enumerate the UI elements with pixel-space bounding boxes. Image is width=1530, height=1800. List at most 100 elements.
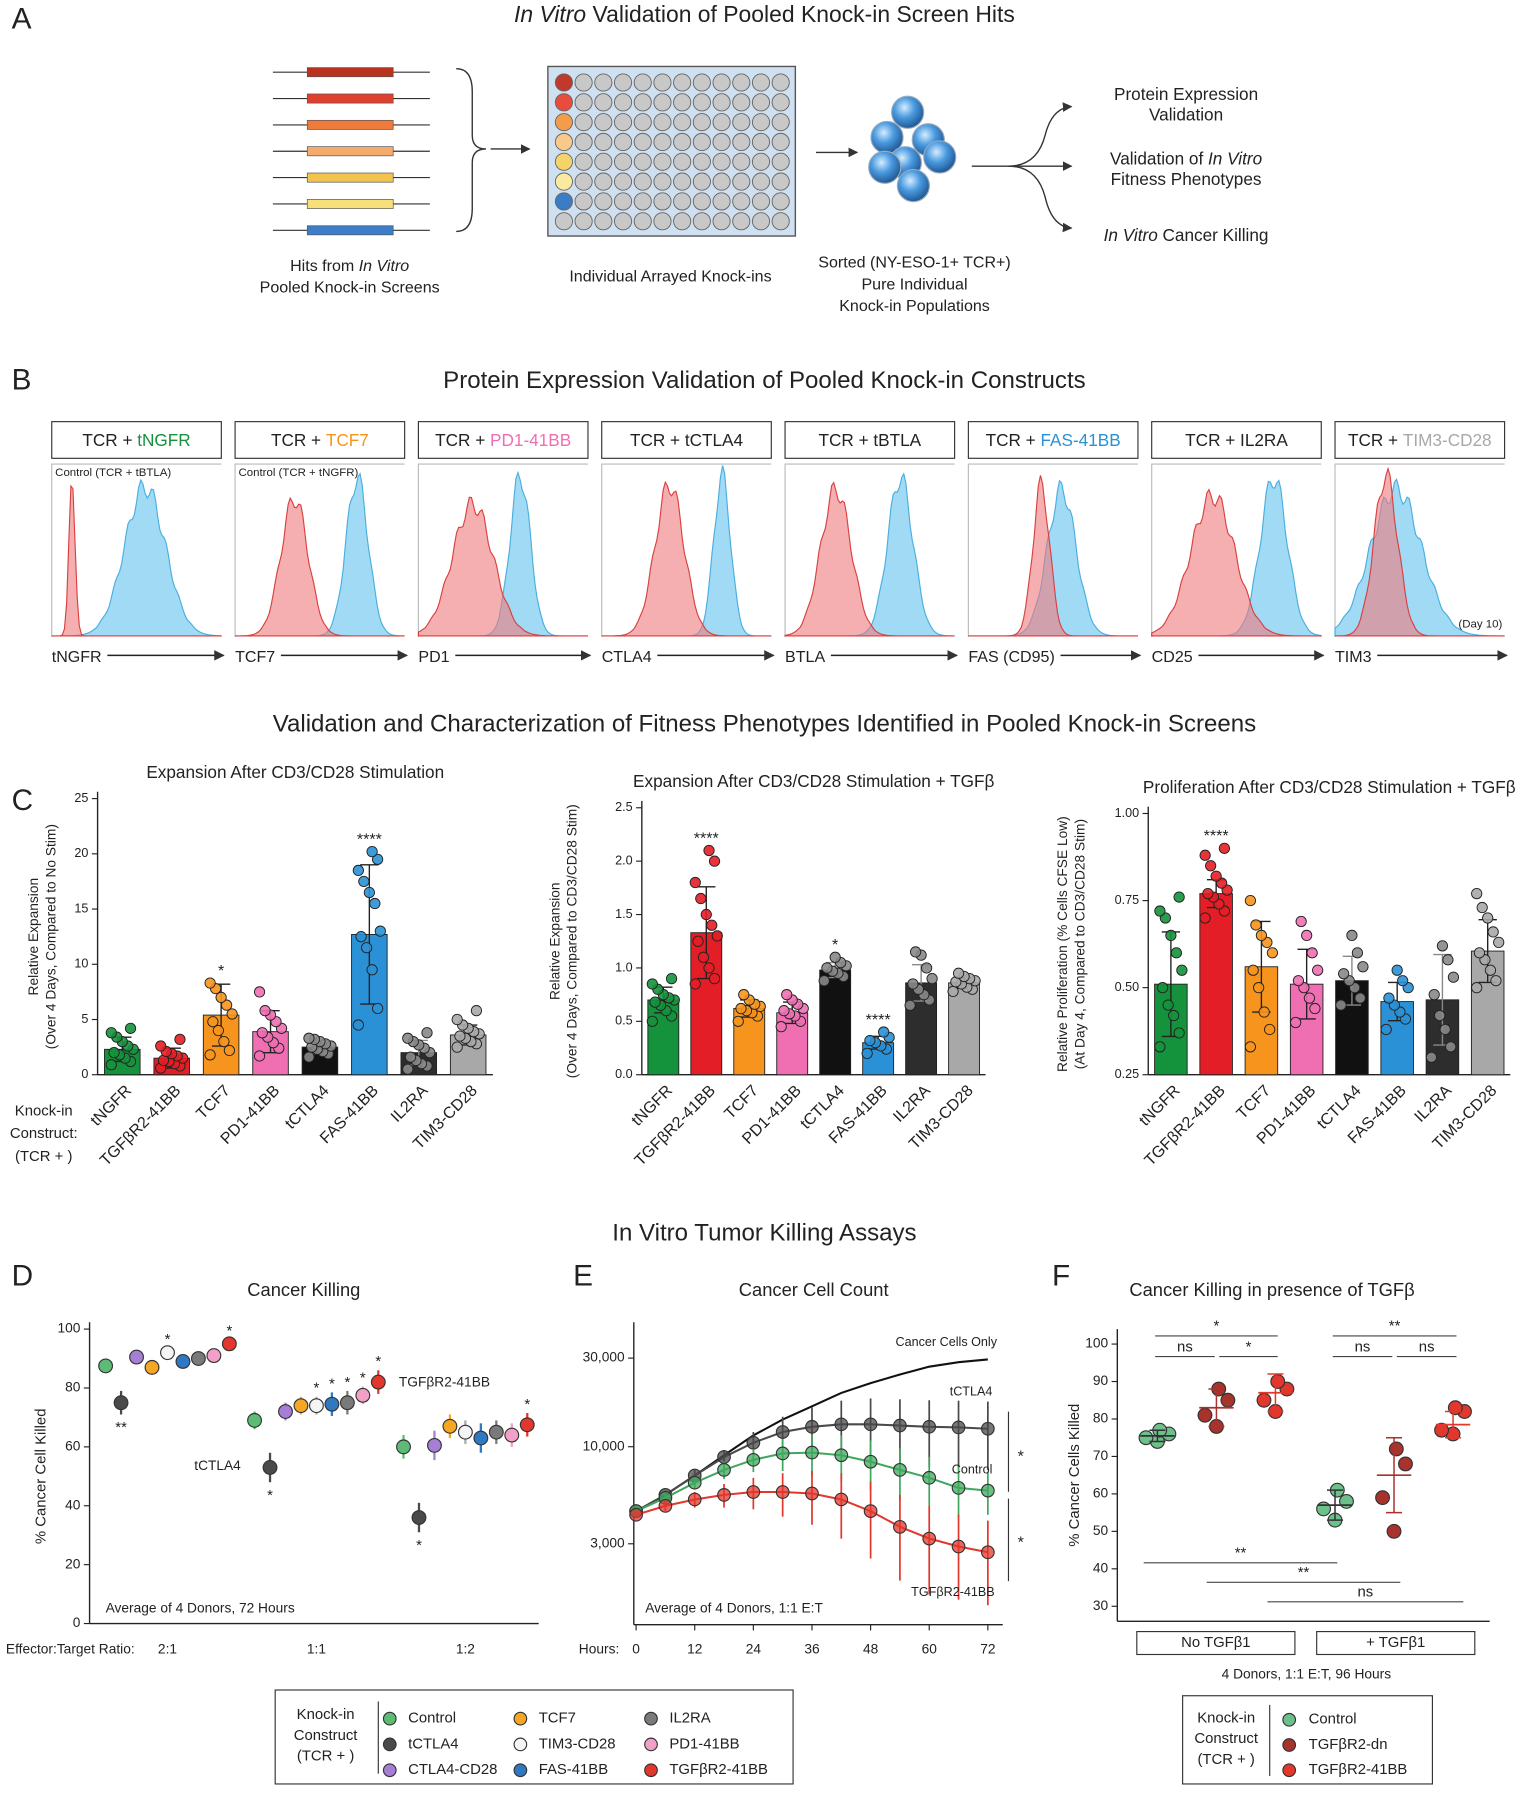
data-point [708, 855, 721, 867]
well [732, 152, 751, 171]
legend-label: IL2RA [669, 1711, 710, 1727]
data-point [98, 1358, 114, 1374]
well [653, 152, 672, 171]
y-tick-label: 5 [81, 1012, 88, 1026]
outcome-label-part: Validation [1149, 104, 1223, 124]
legend-marker [513, 1711, 528, 1726]
well [653, 113, 672, 132]
well [751, 192, 771, 211]
x-axis-label: Effector:Target Ratio: [6, 1642, 135, 1657]
x-tick-label: TCF7 [1233, 1082, 1274, 1123]
data-point [1199, 912, 1211, 924]
y-tick-label: 10,000 [583, 1438, 625, 1453]
well [633, 113, 652, 132]
well [673, 152, 692, 171]
data-point [864, 1034, 876, 1047]
y-tick-label: 0.0 [615, 1067, 633, 1081]
data-point [926, 973, 938, 985]
x-tick-label: + TGFβ1 [1366, 1635, 1425, 1651]
well [653, 172, 672, 191]
frame [784, 463, 955, 638]
sorted-label-part: Sorted (NY-ESO-1+ TCR+) [818, 254, 1010, 272]
data-point [1338, 968, 1350, 980]
well [594, 73, 613, 92]
data-point [922, 1419, 937, 1434]
y-tick-label: 0.75 [1115, 893, 1140, 907]
data-point [980, 1483, 995, 1498]
data-point [363, 886, 375, 899]
data-point [1490, 975, 1502, 987]
panel-header-part: TCR + tCTLA4 [630, 430, 744, 450]
legend-marker [1282, 1763, 1297, 1778]
series-label: Control [952, 1462, 993, 1476]
data-point [303, 1051, 315, 1063]
data-point [259, 1005, 271, 1017]
comparison-label: ns [1177, 1339, 1193, 1355]
data-point [262, 1460, 278, 1475]
panel-header: TCR + tBTLA [819, 430, 922, 450]
data-point [207, 1016, 219, 1028]
annotation: * [1018, 1448, 1024, 1466]
significance: * [416, 1538, 422, 1554]
data-point [1316, 1501, 1332, 1517]
well [633, 93, 652, 112]
data-point [1290, 1016, 1302, 1029]
construct-gene [306, 119, 394, 130]
error-bar [1149, 1429, 1166, 1443]
hits-label: Pooled Knock-in Screens [260, 279, 440, 297]
y-tick-label: 0 [81, 1067, 88, 1081]
well [554, 132, 573, 152]
data-point [1247, 964, 1259, 976]
data-point [451, 1041, 463, 1053]
significance: **** [1204, 827, 1229, 845]
well [771, 212, 790, 231]
well [613, 192, 633, 211]
cell [891, 95, 925, 129]
y-axis-label: (Over 4 Days, Compared to CD3/CD28 Stim) [565, 804, 580, 1078]
data-point [1244, 1041, 1257, 1053]
well [692, 172, 711, 191]
well [692, 113, 711, 132]
legend-label: TIM3-CD28 [539, 1736, 616, 1752]
data-point [775, 1485, 790, 1499]
y-tick-label: 0.50 [1115, 980, 1140, 994]
data-point [426, 1437, 442, 1453]
significance: * [344, 1375, 350, 1391]
sorted-label: Sorted (NY-ESO-1+ TCR+) [818, 254, 1010, 272]
panel-header-part: tNGFR [137, 430, 190, 450]
annotation: tCTLA4 [194, 1458, 241, 1473]
well [633, 172, 652, 191]
data-point [366, 964, 378, 976]
data-point [355, 931, 367, 943]
footnote: 4 Donors, 1:1 E:T, 96 Hours [1222, 1667, 1392, 1682]
well [613, 113, 633, 132]
hits-label-part: Pooled Knock-in Screens [260, 279, 440, 297]
data-point [805, 1486, 819, 1501]
well [673, 172, 692, 191]
well [633, 192, 652, 211]
construct-gene [306, 146, 394, 157]
data-point [863, 1504, 878, 1518]
axis-label: tNGFR [52, 648, 102, 666]
data-point [174, 1033, 186, 1045]
arrow [1008, 102, 1073, 167]
data-point [703, 962, 715, 974]
legend-label: PD1-41BB [669, 1736, 739, 1752]
data-point [834, 1492, 849, 1507]
well [554, 212, 573, 231]
comparison-label: ns [1358, 1585, 1374, 1601]
well [554, 73, 573, 92]
data-point [1306, 947, 1318, 959]
annotation: Average of 4 Donors, 1:1 E:T [645, 1600, 823, 1615]
panel-header-part: TCF7 [326, 430, 369, 450]
well [712, 212, 731, 231]
legend-title: (TCR + ) [1197, 1752, 1254, 1768]
well [653, 93, 672, 112]
data-point [689, 978, 701, 990]
data-point [834, 1448, 849, 1463]
data-point [781, 989, 793, 1001]
data-point [370, 1374, 386, 1390]
data-point [105, 1027, 117, 1039]
data-point [451, 1013, 463, 1026]
